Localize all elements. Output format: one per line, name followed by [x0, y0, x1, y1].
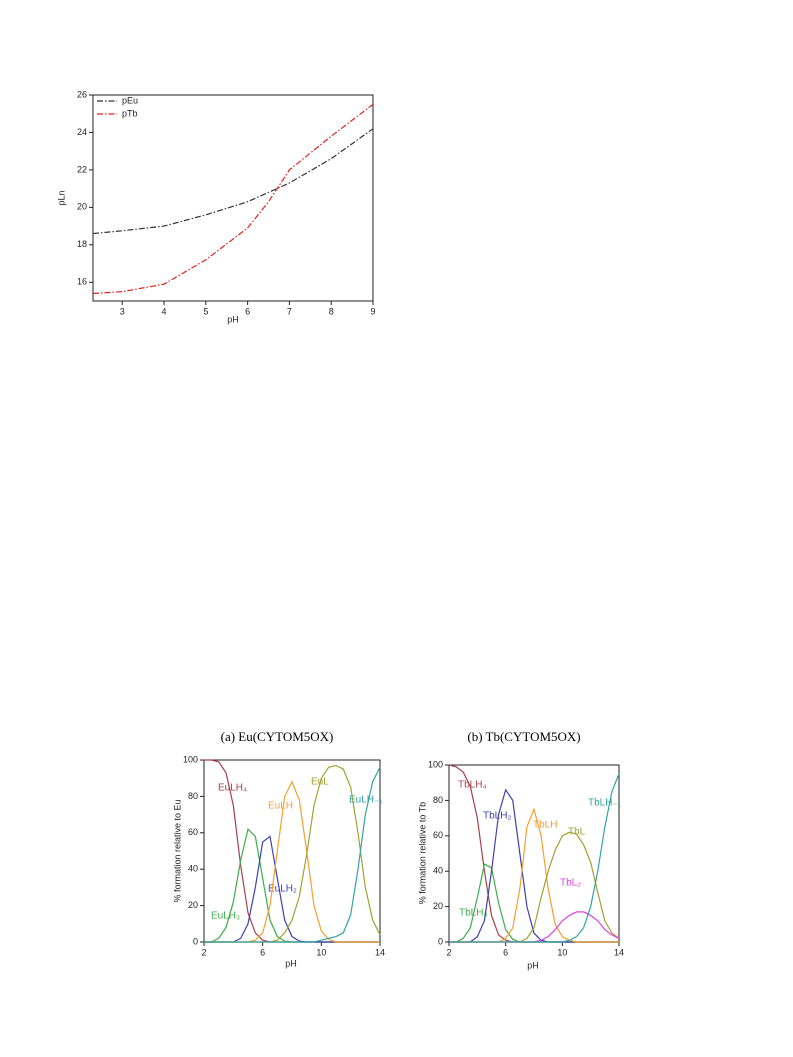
species-label: TbL₂ — [560, 878, 581, 889]
y-tick-label: 0 — [438, 936, 443, 946]
y-tick-label: 80 — [433, 795, 443, 805]
series-line — [449, 831, 620, 943]
species-label: TbLH₃ — [459, 908, 488, 919]
plot-frame — [92, 94, 374, 302]
y-tick-label: 100 — [183, 754, 198, 764]
x-tick-label: 14 — [375, 947, 385, 957]
x-tick-label: 2 — [201, 947, 206, 957]
y-axis-label: % formation relative to Eu — [172, 799, 182, 902]
y-tick-label: 24 — [77, 127, 87, 137]
y-tick-label: 26 — [77, 89, 87, 99]
y-tick-label: 80 — [188, 791, 198, 801]
series-line — [92, 103, 374, 295]
chart-title: (a) Eu(CYTOM5OX) — [221, 729, 334, 744]
species-label: TbL — [568, 827, 586, 838]
y-axis-label: pLn — [56, 190, 66, 205]
series-line — [449, 773, 620, 943]
y-tick-label: 40 — [188, 864, 198, 874]
y-tick-label: 60 — [433, 830, 443, 840]
legend-label: pEu — [122, 95, 138, 105]
y-tick-label: 22 — [77, 164, 87, 174]
y-tick-label: 40 — [433, 866, 443, 876]
species-label: EuLH — [268, 801, 293, 812]
y-tick-label: 0 — [193, 936, 198, 946]
x-tick-label: 9 — [370, 306, 375, 316]
x-tick-label: 6 — [245, 306, 250, 316]
species-label: TbLH — [533, 820, 557, 831]
series-line — [92, 128, 374, 235]
x-axis-label: pH — [285, 958, 297, 968]
x-tick-label: 10 — [557, 947, 567, 957]
x-tick-label: 7 — [287, 306, 292, 316]
x-tick-label: 10 — [316, 947, 326, 957]
y-tick-label: 18 — [77, 239, 87, 249]
series-line — [204, 767, 381, 943]
y-axis-label: % formation relative to Tb — [417, 802, 427, 904]
species-label: EuL — [311, 777, 329, 788]
series-line — [449, 788, 619, 943]
chart-title: (b) Tb(CYTOM5OX) — [467, 729, 580, 744]
species-label: EuLH₃ — [211, 911, 240, 922]
species-label: TbLH₋₁ — [588, 798, 622, 809]
x-tick-label: 8 — [329, 306, 334, 316]
x-tick-label: 4 — [162, 306, 167, 316]
species-label: EuLH₋₁ — [349, 795, 383, 806]
x-tick-label: 5 — [203, 306, 208, 316]
x-tick-label: 14 — [614, 947, 624, 957]
x-tick-label: 2 — [446, 947, 451, 957]
species-label: TbLH₂ — [483, 811, 511, 822]
x-tick-label: 6 — [503, 947, 508, 957]
y-tick-label: 100 — [428, 759, 443, 769]
x-tick-label: 3 — [120, 306, 125, 316]
y-tick-label: 20 — [433, 901, 443, 911]
y-tick-label: 60 — [188, 827, 198, 837]
species-label: EuLH₂ — [268, 884, 297, 895]
species-label: TbLH₄ — [458, 780, 487, 791]
y-tick-label: 16 — [77, 277, 87, 287]
y-tick-label: 20 — [188, 900, 198, 910]
legend-label: pTb — [122, 108, 138, 118]
x-axis-label: pH — [527, 960, 539, 970]
species-label: EuLH₄ — [218, 783, 247, 794]
x-axis-label: pH — [227, 314, 239, 324]
y-tick-label: 20 — [77, 202, 87, 212]
x-tick-label: 6 — [260, 947, 265, 957]
